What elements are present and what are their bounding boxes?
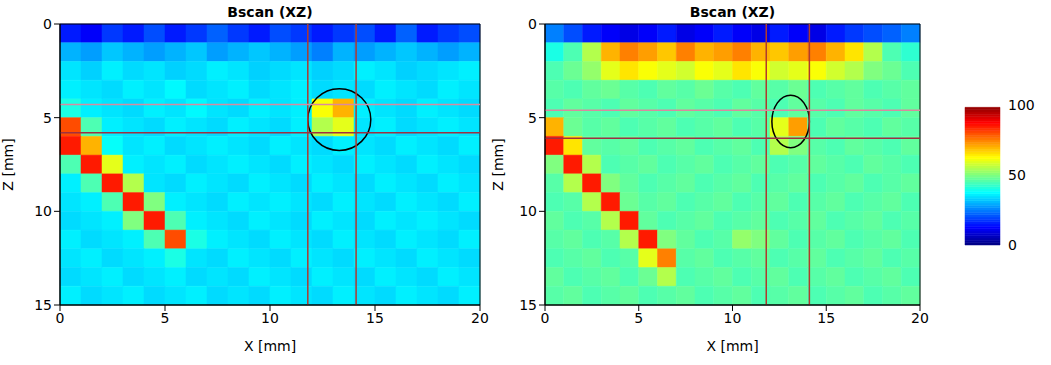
- svg-text:10: 10: [34, 203, 52, 219]
- svg-text:5: 5: [528, 110, 537, 126]
- svg-text:5: 5: [161, 310, 170, 326]
- svg-text:100: 100: [1008, 97, 1035, 113]
- svg-text:0: 0: [1008, 237, 1017, 253]
- svg-text:0: 0: [56, 310, 65, 326]
- svg-text:X [mm]: X [mm]: [706, 338, 758, 354]
- svg-text:10: 10: [724, 310, 742, 326]
- svg-text:0: 0: [528, 16, 537, 32]
- svg-text:15: 15: [519, 297, 537, 313]
- svg-text:0: 0: [541, 310, 550, 326]
- svg-text:Z [mm]: Z [mm]: [490, 138, 506, 190]
- svg-text:20: 20: [911, 310, 929, 326]
- svg-text:Z [mm]: Z [mm]: [0, 138, 16, 190]
- svg-text:0: 0: [43, 16, 52, 32]
- html-text:Bscan (XZ): Bscan (XZ): [689, 4, 776, 20]
- svg-text:15: 15: [366, 310, 384, 326]
- svg-text:X [mm]: X [mm]: [244, 338, 296, 354]
- svg-text:15: 15: [34, 297, 52, 313]
- svg-text:15: 15: [817, 310, 835, 326]
- svg-text:50: 50: [1008, 167, 1026, 183]
- svg-text:10: 10: [261, 310, 279, 326]
- html-text:Bscan (XZ): Bscan (XZ): [227, 4, 313, 20]
- svg-text:5: 5: [634, 310, 643, 326]
- svg-text:20: 20: [471, 310, 489, 326]
- svg-text:5: 5: [43, 110, 52, 126]
- svg-text:10: 10: [519, 203, 537, 219]
